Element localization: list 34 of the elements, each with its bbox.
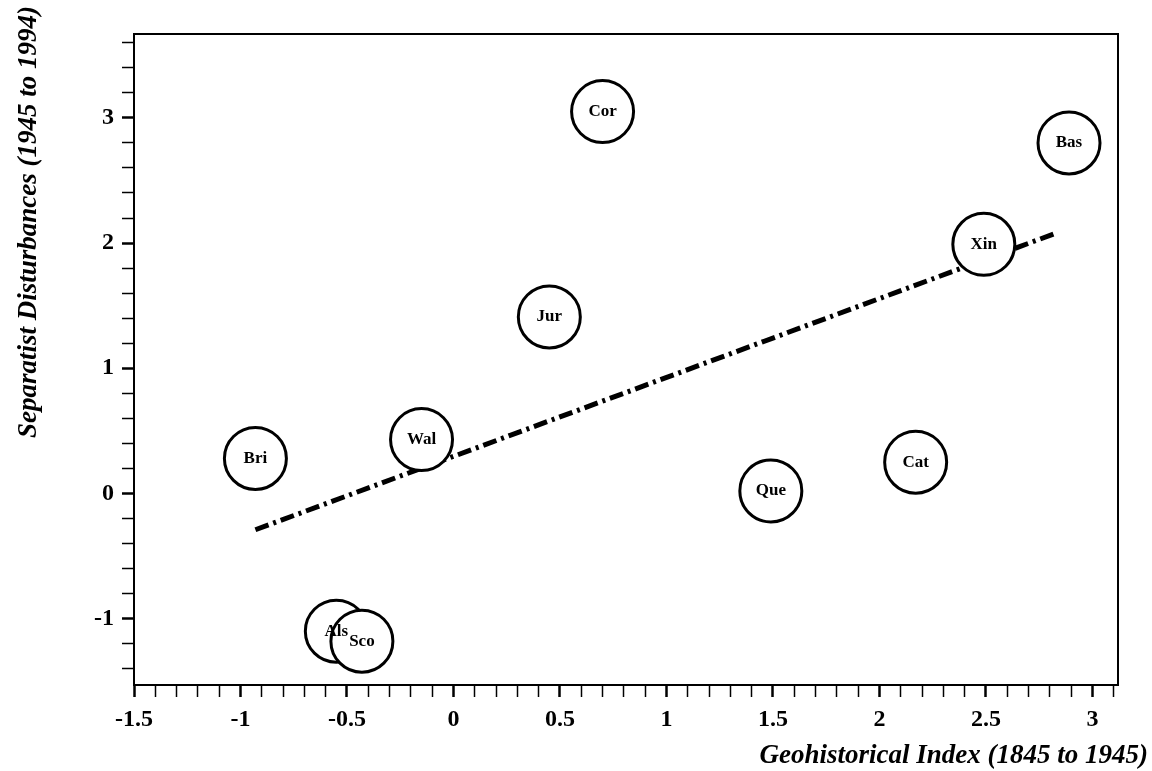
x-tick-label: -0.5: [327, 704, 366, 731]
x-tick-label: 2.5: [970, 704, 1001, 731]
annotation: Cat: [902, 451, 930, 471]
annotation: Sco: [349, 630, 375, 650]
annotation: Bas: [1055, 132, 1083, 152]
annotation: Que: [755, 480, 787, 500]
annotation: Bri: [243, 447, 268, 467]
y-tick-label: 2: [102, 228, 114, 255]
annotation: Cor: [588, 101, 618, 121]
point: [1036, 110, 1102, 176]
y-tick-label: 0: [102, 478, 114, 505]
y-tick-label: 1: [102, 353, 114, 380]
point: [738, 458, 804, 524]
annotation: Jur: [536, 306, 563, 326]
x-tick-label: 1.5: [757, 704, 788, 731]
point: [883, 429, 949, 495]
x-tick-label: -1.5: [115, 704, 153, 731]
y-tick-label: 3: [102, 103, 114, 130]
annotation: Xin: [970, 233, 998, 253]
x-tick-label: 3: [1086, 704, 1099, 731]
point: [516, 284, 582, 350]
point: [951, 211, 1017, 277]
point: [570, 79, 636, 145]
y-axis-title: Separatist Disturbances (1945 to 1994): [12, 6, 42, 439]
x-tick-label: -1: [230, 704, 251, 731]
x-axis-title: Geohistorical Index (1845 to 1945): [759, 739, 1148, 769]
x-tick-label: 0.5: [544, 704, 575, 731]
x-tick-label: 1: [660, 704, 673, 731]
point: [222, 425, 288, 491]
y-tick-label: -1: [94, 603, 114, 630]
annotation: Wal: [406, 429, 437, 449]
x-tick-label: 0: [447, 704, 460, 731]
x-tick-label: 2: [873, 704, 886, 731]
point: [389, 407, 455, 473]
